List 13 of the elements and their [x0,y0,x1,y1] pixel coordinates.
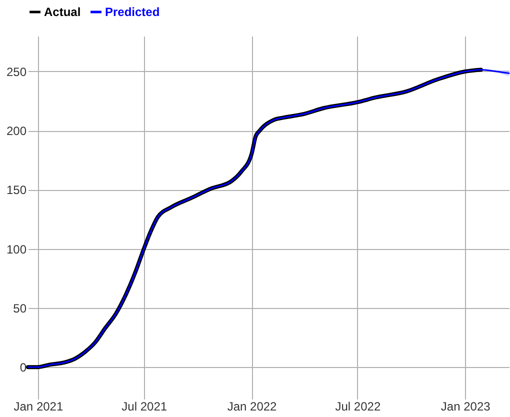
x-tick-label: Jan 2023 [440,400,491,414]
x-tick-label: Jan 2022 [227,400,278,414]
legend-label: Actual [44,5,81,19]
legend-label: Predicted [105,5,160,19]
y-tick-label: 100 [6,242,27,256]
x-tick-label: Jul 2022 [335,400,381,414]
y-tick-label: 150 [6,183,27,198]
y-tick-label: 250 [6,64,27,79]
x-tick-label: Jul 2021 [122,400,168,414]
y-tick-label: 200 [6,124,27,138]
x-tick-label: Jan 2021 [14,400,64,414]
y-tick-label: 0 [20,360,27,375]
y-tick-label: 50 [13,301,27,316]
